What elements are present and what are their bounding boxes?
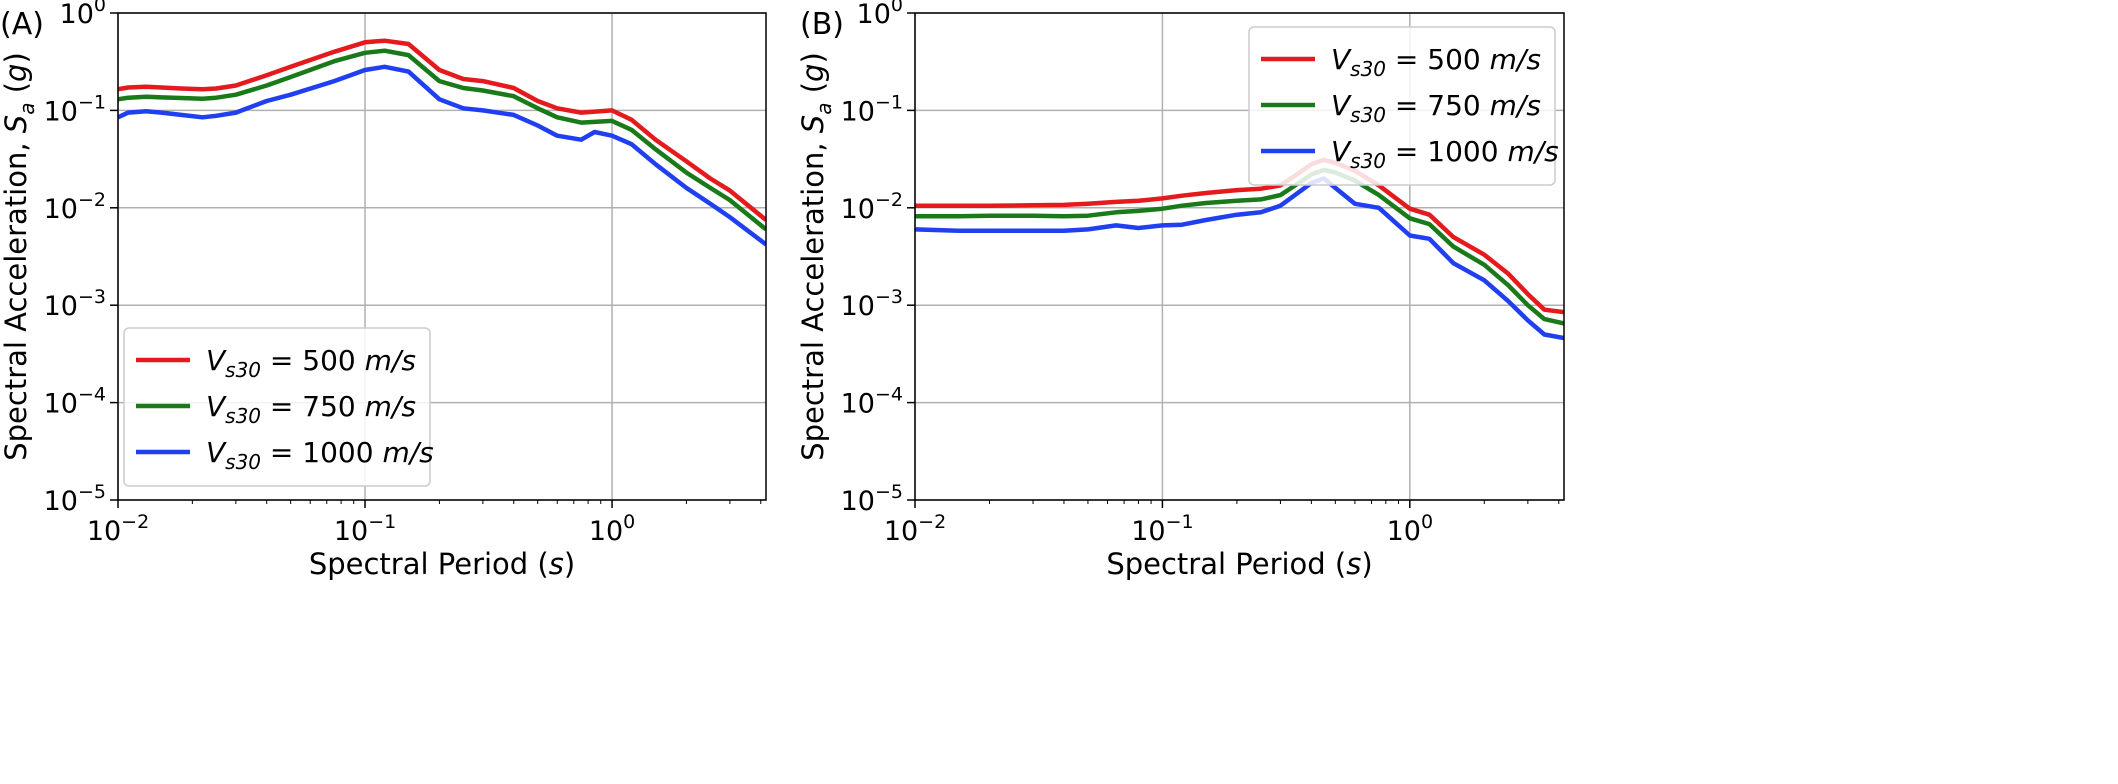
panel-b-plot-frame [914,12,1565,501]
legend-box [1248,26,1556,186]
panel-b-xlabel: Spectral Period (s) [1106,547,1372,581]
series-line-3 [915,176,1564,341]
panel-a-xlabel: Spectral Period (s) [309,547,575,581]
x-tick-label: 10−1 [334,511,396,547]
panel-a-series [118,38,766,247]
legend-label: Vs30 = 1000 m/s [206,436,434,474]
y-tick-label: 10−1 [841,91,903,127]
x-tick-label: 10−1 [1131,511,1193,547]
y-tick-label: 10−1 [44,91,106,127]
x-tick-label: 100 [589,511,635,547]
y-tick-label: 10−5 [841,481,903,517]
series-line-3 [118,64,766,247]
x-tick-label: 10−2 [87,511,149,547]
panel-a-label: (A) [0,7,44,42]
legend-box [123,327,431,487]
y-tick-label: 100 [60,0,106,30]
series-line-2 [118,48,766,232]
panel-a-legend: Vs30 = 500 m/s Vs30 = 750 m/s Vs30 = 1000 … [123,327,434,487]
legend-label: Vs30 = 750 m/s [1331,89,1541,127]
y-tick-label: 10−3 [841,286,903,322]
panel-a-ticks: 10−2 10−1 100 10−5 10−4 10−3 10−2 10−1 100 [44,0,762,547]
y-tick-label: 10−2 [841,189,903,225]
panel-b-ticks: 10−2 10−1 100 10−5 10−4 10−3 10−2 10−1 100 [841,0,1560,547]
panel-b-series [915,157,1564,341]
panel-a: (A) 10−2 10−1 100 10−5 10−4 10−3 10−2 10−1 100 S… [0,0,767,581]
panel-a-plot-frame [117,12,767,501]
panel-a-ylabel: Spectral Acceleration, Sa (g) [0,52,39,461]
y-tick-label: 10−3 [44,286,106,322]
series-line-1 [118,38,766,222]
legend-label: Vs30 = 500 m/s [1331,43,1541,81]
y-tick-label: 10−4 [841,384,903,420]
panel-b-label: (B) [800,7,844,42]
y-tick-label: 100 [857,0,903,30]
x-tick-label: 10−2 [884,511,946,547]
panel-b-legend: Vs30 = 500 m/s Vs30 = 750 m/s Vs30 = 1000 … [1248,26,1559,186]
series-line-2 [915,167,1564,326]
y-tick-label: 10−5 [44,481,106,517]
x-tick-label: 100 [1387,511,1433,547]
panel-b: (B) 10−2 10−1 100 10−5 10−4 10−3 10−2 10−1 100 S… [796,0,1565,581]
legend-label: Vs30 = 750 m/s [206,390,416,428]
y-tick-label: 10−4 [44,384,106,420]
legend-label: Vs30 = 500 m/s [206,344,416,382]
panel-b-ylabel: Spectral Acceleration, Sa (g) [796,52,836,461]
y-tick-label: 10−2 [44,189,106,225]
legend-label: Vs30 = 1000 m/s [1331,135,1559,173]
